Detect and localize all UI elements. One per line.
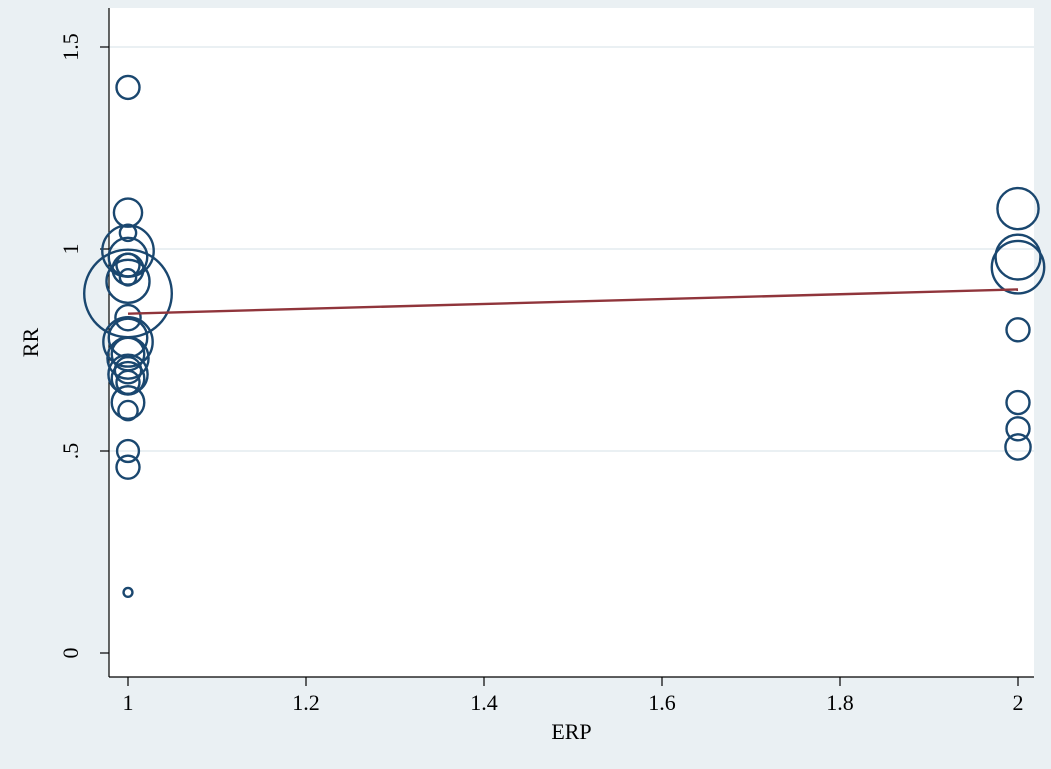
data-point <box>990 239 1046 295</box>
data-point <box>114 303 142 332</box>
data-point <box>1005 317 1031 343</box>
plot-area <box>109 8 1034 677</box>
data-point <box>117 399 139 422</box>
y-axis-title: RR <box>18 328 43 358</box>
data-point <box>106 336 150 380</box>
gridlines <box>109 46 1034 452</box>
x-tick-label: 1.6 <box>648 690 676 715</box>
y-tick-label: 1 <box>58 244 83 255</box>
data-point <box>1004 433 1032 461</box>
data-point <box>110 385 146 420</box>
data-point <box>122 586 134 599</box>
x-tick-label: 1 <box>123 690 134 715</box>
data-point <box>115 369 141 396</box>
axes: 1 1.2 1.4 1.6 1.8 2 0 .5 1 1.5 <box>58 8 1034 715</box>
x-tick-label: 1.8 <box>826 690 854 715</box>
fit-line <box>127 288 1019 315</box>
data-point <box>115 454 141 480</box>
x-tick-label: 2 <box>1013 690 1024 715</box>
data-point <box>994 233 1042 281</box>
y-tick-label: 1.5 <box>58 33 83 61</box>
data-point <box>996 186 1040 231</box>
data-point <box>115 74 141 101</box>
data-point <box>105 258 151 305</box>
data-point <box>118 267 138 287</box>
y-tick-label: 0 <box>58 648 83 659</box>
data-point <box>115 438 141 464</box>
data-point <box>1005 389 1031 416</box>
fit-line-layer <box>127 288 1019 315</box>
data-points <box>83 74 1046 599</box>
data-point <box>1005 416 1031 442</box>
data-point <box>102 316 154 368</box>
data-point <box>112 197 144 228</box>
y-tick-label: .5 <box>58 443 83 460</box>
x-tick-label: 1.4 <box>470 690 498 715</box>
x-axis-title: ERP <box>551 719 591 744</box>
x-tick-label: 1.2 <box>292 690 320 715</box>
